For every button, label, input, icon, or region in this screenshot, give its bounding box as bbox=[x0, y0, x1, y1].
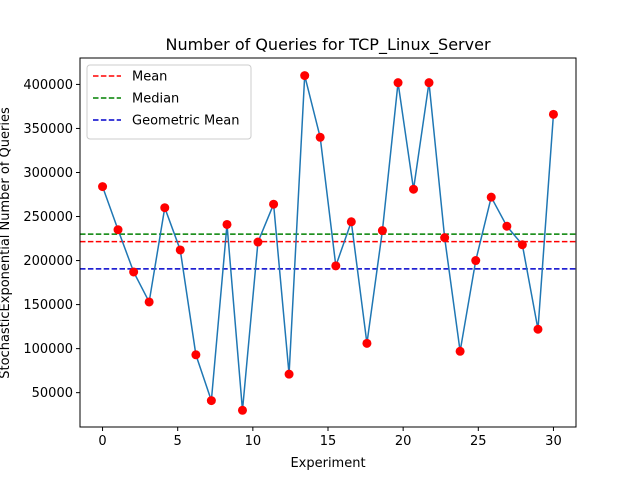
data-point bbox=[175, 245, 185, 255]
reference-lines bbox=[80, 233, 576, 270]
data-point bbox=[409, 184, 419, 194]
y-tick-label: 300000 bbox=[23, 166, 73, 181]
legend-box bbox=[86, 64, 252, 140]
data-point bbox=[517, 240, 527, 250]
data-point bbox=[253, 237, 263, 247]
y-tick-label: 200000 bbox=[23, 254, 73, 269]
data-point bbox=[129, 267, 139, 277]
series-line bbox=[101, 75, 555, 411]
y-tick-label: 150000 bbox=[23, 298, 73, 313]
y-tick-label: 350000 bbox=[23, 122, 73, 137]
data-point bbox=[300, 71, 310, 81]
x-tick-label: 10 bbox=[245, 434, 262, 449]
x-axis-label: Experiment bbox=[290, 456, 365, 471]
x-tick-label: 5 bbox=[174, 434, 182, 449]
data-point bbox=[471, 256, 481, 266]
data-point bbox=[98, 182, 108, 192]
x-tick-label: 30 bbox=[545, 434, 562, 449]
legend-entry: Geometric Mean bbox=[132, 114, 239, 129]
data-point bbox=[424, 78, 434, 88]
x-tick-label: 25 bbox=[470, 434, 487, 449]
data-point bbox=[237, 405, 247, 415]
y-tick-label: 400000 bbox=[23, 78, 73, 93]
data-point bbox=[113, 225, 123, 235]
x-axis-ticks: 0 5 10 15 20 25 30 bbox=[98, 427, 562, 449]
y-tick-label: 250000 bbox=[23, 210, 73, 225]
data-point bbox=[222, 219, 232, 229]
data-point bbox=[440, 233, 450, 243]
y-tick-label: 100000 bbox=[23, 342, 73, 357]
data-point bbox=[269, 199, 279, 209]
legend: Mean Median Geometric Mean bbox=[86, 64, 252, 140]
data-point bbox=[377, 226, 387, 236]
y-tick-label: 50000 bbox=[32, 386, 73, 401]
legend-entry: Median bbox=[132, 92, 179, 107]
data-point bbox=[144, 297, 154, 307]
data-point bbox=[315, 132, 325, 142]
data-point bbox=[502, 221, 512, 231]
data-point bbox=[331, 261, 341, 271]
x-tick-label: 20 bbox=[395, 434, 412, 449]
x-tick-label: 0 bbox=[98, 434, 106, 449]
data-point bbox=[486, 192, 496, 202]
data-point bbox=[346, 217, 356, 227]
legend-entry: Mean bbox=[132, 70, 167, 85]
data-point bbox=[362, 338, 372, 348]
data-point bbox=[533, 324, 543, 334]
y-axis-ticks: 50000 100000 150000 200000 250000 300000 35000… bbox=[23, 78, 80, 401]
data-point bbox=[191, 350, 201, 360]
chart-title: Number of Queries for TCP_Linux_Server bbox=[165, 35, 490, 55]
data-point bbox=[548, 109, 558, 119]
series-group bbox=[98, 71, 558, 415]
data-point bbox=[393, 78, 403, 88]
data-point bbox=[160, 203, 170, 213]
x-tick-label: 15 bbox=[320, 434, 337, 449]
y-axis-label: StochasticExponential Number of Queries bbox=[0, 107, 13, 379]
data-point bbox=[284, 369, 294, 379]
data-point bbox=[455, 346, 465, 356]
data-point bbox=[206, 396, 216, 406]
